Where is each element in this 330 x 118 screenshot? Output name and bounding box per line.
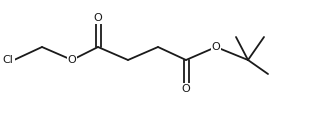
Text: O: O — [94, 13, 102, 23]
Text: O: O — [68, 55, 76, 65]
Text: Cl: Cl — [2, 55, 13, 65]
Text: O: O — [182, 84, 190, 94]
Text: O: O — [212, 42, 220, 52]
